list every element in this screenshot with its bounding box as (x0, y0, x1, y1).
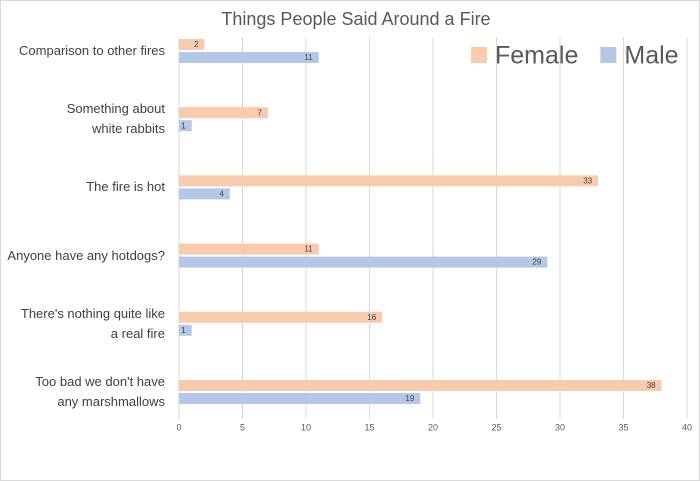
x-tick-label: 40 (682, 422, 692, 432)
y-tick-label: There's nothing quite like a real fire (20, 305, 165, 341)
y-tick-label: Comparison to other fires (19, 43, 165, 58)
value-label: 2 (194, 40, 199, 49)
value-label: 38 (647, 381, 656, 390)
x-tick-label: 10 (301, 422, 311, 432)
y-tick-label: Anyone have any hotdogs? (7, 247, 165, 263)
bar (179, 175, 599, 187)
y-tick-label: The fire is hot (86, 179, 165, 195)
value-label: 11 (304, 245, 313, 254)
bar (179, 324, 192, 336)
y-tick-label: Something about white rabbits (66, 101, 165, 137)
x-tick-label: 35 (618, 422, 628, 432)
value-label: 19 (405, 394, 414, 403)
x-tick-label: 20 (428, 422, 438, 432)
value-label: 1 (181, 121, 186, 130)
bar (179, 393, 421, 404)
chart-title: Things People Said Around a Fire (221, 9, 490, 29)
x-tick-label: 5 (240, 422, 245, 432)
value-label: 33 (583, 177, 592, 186)
legend-label: Female (495, 42, 578, 70)
legend-swatch (471, 47, 487, 63)
bar (179, 39, 205, 50)
x-tick-label: 25 (491, 422, 501, 432)
value-label: 16 (367, 313, 376, 322)
value-label: 11 (304, 53, 313, 62)
bar (179, 256, 548, 268)
bar (179, 107, 268, 119)
y-tick-label: Too bad we don't have any marshmallows (35, 374, 165, 409)
bar (179, 188, 230, 200)
bar (179, 243, 319, 255)
bar (179, 311, 383, 323)
legend-label: Male (624, 42, 678, 70)
value-label: 4 (219, 190, 224, 199)
value-label: 7 (257, 108, 262, 117)
value-label: 29 (532, 258, 541, 267)
bar (179, 52, 319, 63)
x-tick-label: 0 (176, 422, 181, 432)
x-tick-label: 30 (555, 422, 565, 432)
legend-swatch (600, 47, 617, 63)
bar (179, 380, 662, 391)
value-label: 1 (181, 326, 186, 335)
x-tick-label: 15 (364, 422, 374, 432)
bar (179, 120, 192, 132)
